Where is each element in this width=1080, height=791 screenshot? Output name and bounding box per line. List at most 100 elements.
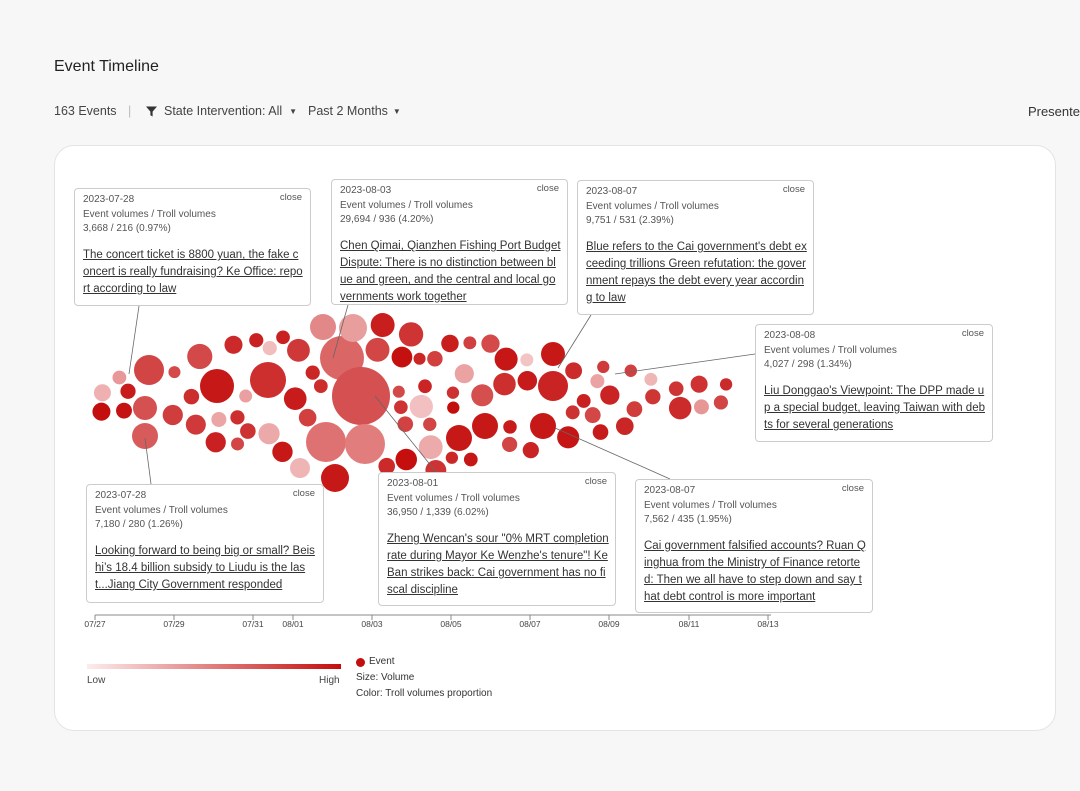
event-bubble[interactable] [287,338,310,362]
event-bubble[interactable] [522,442,539,459]
event-bubble[interactable] [306,422,346,462]
event-title-link[interactable]: Blue refers to the Cai government's debt… [586,241,807,304]
close-button[interactable]: close [279,192,302,203]
event-bubble[interactable] [471,384,494,407]
event-bubble[interactable] [305,365,320,380]
event-bubble[interactable] [290,458,310,478]
event-bubble[interactable] [409,394,433,419]
event-bubble[interactable] [313,379,328,393]
event-bubble[interactable] [454,364,474,384]
event-bubble[interactable] [413,352,426,365]
event-bubble[interactable] [112,370,127,385]
event-bubble[interactable] [446,425,472,451]
event-bubble[interactable] [503,420,517,434]
event-bubble[interactable] [592,424,609,440]
event-bubble[interactable] [418,435,443,460]
event-bubble[interactable] [501,436,518,453]
event-bubble[interactable] [520,353,534,367]
event-title-link[interactable]: Cai government falsified accounts? Ruan … [644,540,866,603]
event-bubble[interactable] [133,396,157,420]
event-bubble[interactable] [644,372,658,386]
event-bubble[interactable] [441,334,459,353]
event-bubble[interactable] [463,336,477,350]
event-bubble[interactable] [590,374,605,389]
event-bubble[interactable] [565,405,580,420]
event-bubble[interactable] [249,333,264,348]
event-title-link[interactable]: Liu Donggao's Viewpoint: The DPP made up… [764,385,985,431]
event-bubble[interactable] [463,452,478,467]
event-title-link[interactable]: The concert ticket is 8800 yuan, the fak… [83,249,303,295]
event-bubble[interactable] [134,355,164,385]
close-button[interactable]: close [782,184,805,195]
event-bubble[interactable] [332,367,390,425]
event-bubble[interactable] [493,372,516,396]
event-bubble[interactable] [445,451,459,464]
event-bubble[interactable] [584,407,601,424]
close-button[interactable]: close [536,183,559,194]
event-title-link[interactable]: Chen Qimai, Qianzhen Fishing Port Budget… [340,240,561,303]
close-button[interactable]: close [961,328,984,339]
event-bubble[interactable] [250,362,286,398]
event-bubble[interactable] [394,400,408,415]
event-bubble[interactable] [262,341,277,356]
event-bubble[interactable] [168,366,181,379]
event-bubble[interactable] [211,411,227,427]
event-bubble[interactable] [92,402,111,421]
event-bubble[interactable] [538,371,568,401]
event-bubble[interactable] [391,346,413,368]
event-bubble[interactable] [600,385,620,405]
event-bubble[interactable] [615,417,634,435]
event-bubble[interactable] [345,424,385,464]
event-bubble[interactable] [132,423,158,449]
event-bubble[interactable] [395,448,418,471]
event-bubble[interactable] [205,432,226,453]
event-bubble[interactable] [713,395,728,410]
event-bubble[interactable] [494,347,518,371]
event-bubble[interactable] [392,385,405,398]
event-bubble[interactable] [240,423,256,439]
event-bubble[interactable] [668,381,684,396]
close-button[interactable]: close [292,488,315,499]
close-button[interactable]: close [841,483,864,494]
event-bubble[interactable] [626,401,643,418]
event-bubble[interactable] [93,384,111,402]
event-bubble[interactable] [230,410,245,425]
event-bubble[interactable] [418,379,432,394]
event-bubble[interactable] [298,408,317,427]
close-button[interactable]: close [584,476,607,487]
event-bubble[interactable] [447,401,460,414]
event-title-link[interactable]: Zheng Wencan's sour "0% MRT completion r… [387,533,609,596]
event-bubble[interactable] [231,437,245,451]
event-bubble[interactable] [446,386,460,399]
event-bubble[interactable] [283,387,307,411]
event-bubble[interactable] [530,413,556,439]
event-bubble[interactable] [187,343,213,370]
event-bubble[interactable] [239,389,253,403]
event-bubble[interactable] [120,383,136,399]
event-bubble[interactable] [693,399,709,415]
date-range-select[interactable]: Past 2 Months ▼ [308,104,401,118]
event-bubble[interactable] [576,394,591,408]
event-bubble[interactable] [690,375,708,393]
event-bubble[interactable] [481,334,500,353]
event-bubble[interactable] [378,457,396,475]
event-bubble[interactable] [541,342,565,366]
state-intervention-filter[interactable]: State Intervention: All ▼ [146,104,297,118]
event-bubble[interactable] [276,330,290,345]
event-bubble[interactable] [339,314,367,342]
event-bubble[interactable] [668,396,692,420]
event-bubble[interactable] [397,416,414,432]
event-bubble[interactable] [597,360,610,374]
event-bubble[interactable] [370,313,395,338]
event-bubble[interactable] [200,369,234,403]
event-bubble[interactable] [719,378,733,391]
event-bubble[interactable] [565,362,583,380]
event-bubble[interactable] [472,413,498,439]
event-bubble[interactable] [427,351,443,367]
event-bubble[interactable] [185,414,206,435]
event-bubble[interactable] [258,423,280,445]
event-title-link[interactable]: Looking forward to being big or small? B… [95,545,315,591]
event-bubble[interactable] [224,335,243,354]
event-bubble[interactable] [183,388,200,405]
event-bubble[interactable] [517,371,538,391]
